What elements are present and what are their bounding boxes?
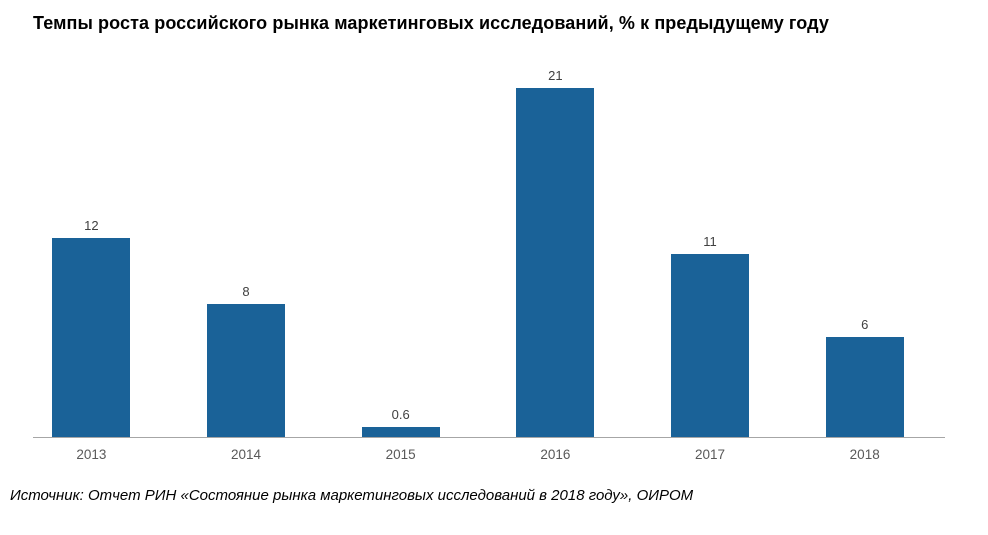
bar — [52, 238, 131, 437]
source-note: Источник: Отчет РИН «Состояние рынка мар… — [10, 487, 694, 504]
category-label: 2018 — [849, 447, 880, 462]
category-label: 2016 — [540, 447, 571, 462]
x-axis-line — [33, 437, 945, 438]
bar — [516, 88, 595, 437]
category-label: 2013 — [76, 447, 107, 462]
category-label: 2014 — [230, 447, 262, 462]
bar — [207, 304, 285, 437]
bar-value-label: 21 — [548, 68, 563, 83]
bar-value-label: 0.6 — [391, 407, 410, 422]
chart-title: Темпы роста российского рынка маркетинго… — [33, 13, 829, 33]
bar-column: 21 — [478, 58, 633, 437]
category-label: 2015 — [385, 447, 416, 462]
bar — [671, 254, 750, 437]
bar-column: 12 — [14, 58, 169, 437]
bar-column: 8 — [169, 58, 324, 437]
plot-area: 12 8 0.6 21 11 6 — [14, 58, 942, 437]
bar-value-label: 6 — [861, 317, 869, 332]
bar-value-label: 11 — [703, 234, 717, 249]
bar-column: 0.6 — [323, 58, 478, 437]
bar — [361, 427, 440, 437]
bar-column: 11 — [633, 58, 788, 437]
x-axis-labels: 2013 2014 2015 2016 2017 2018 — [14, 447, 942, 462]
bar — [825, 337, 904, 437]
bar-value-label: 12 — [84, 218, 99, 233]
category-label: 2017 — [695, 447, 726, 462]
bar-value-label: 8 — [242, 284, 250, 299]
bar-column: 6 — [787, 58, 942, 437]
